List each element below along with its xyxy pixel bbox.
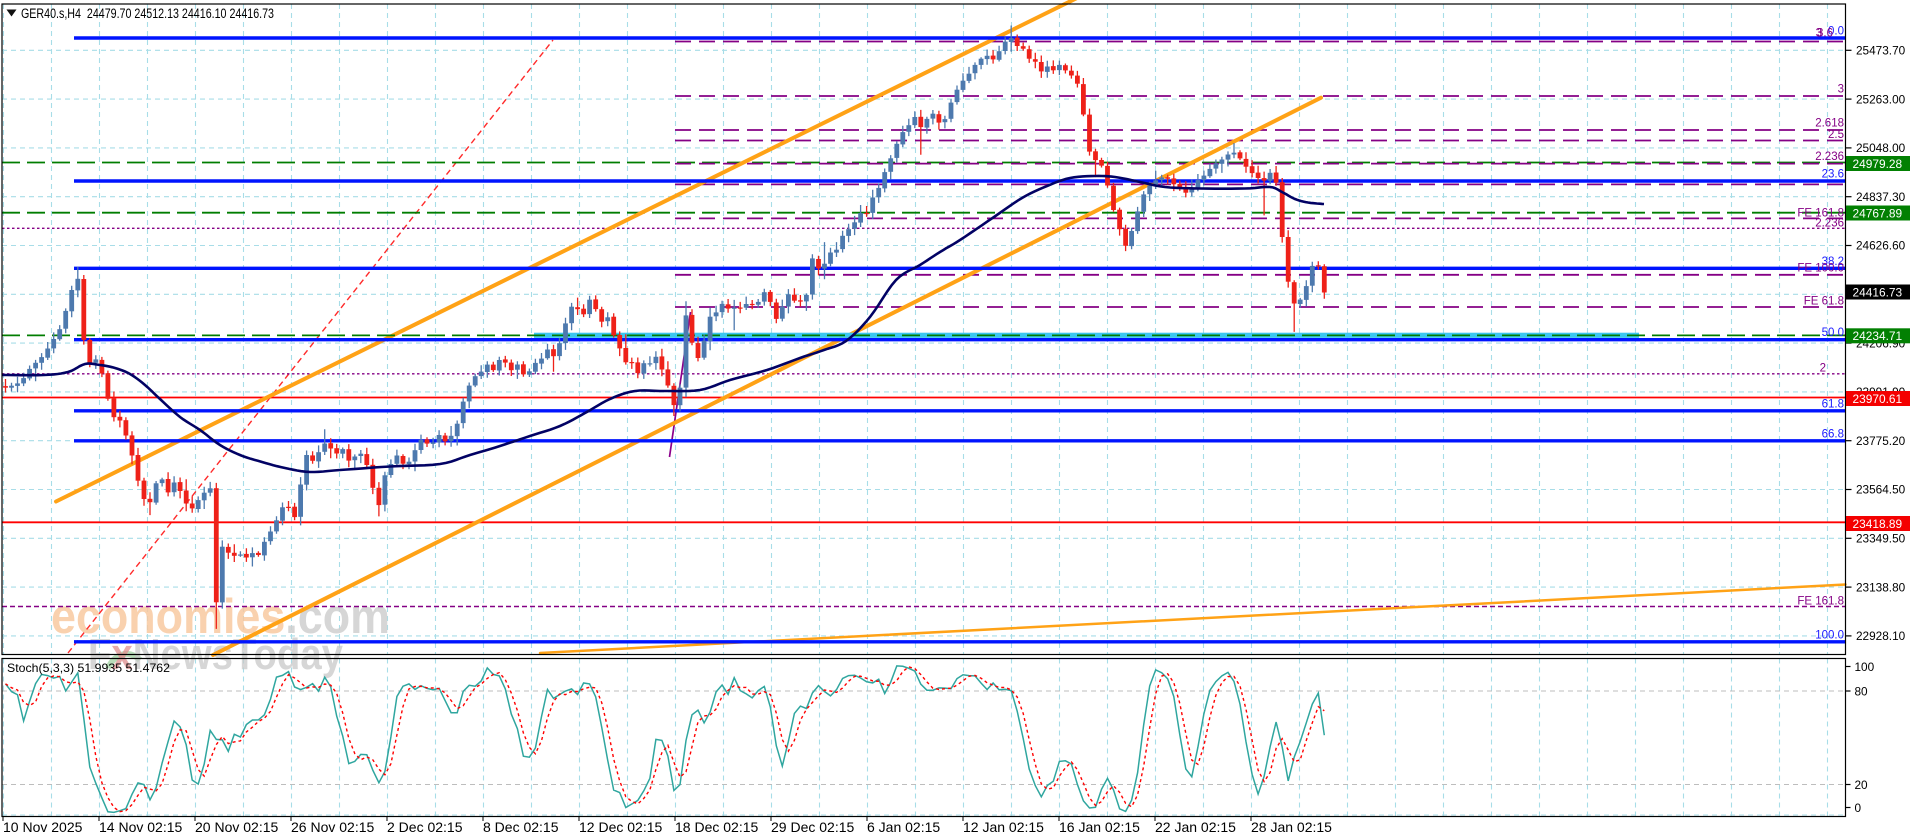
svg-text:23349.50: 23349.50 <box>1856 532 1906 546</box>
svg-text:100.0: 100.0 <box>1815 629 1844 641</box>
svg-text:38.2: 38.2 <box>1822 256 1844 268</box>
svg-text:FE 161.8: FE 161.8 <box>1797 208 1844 220</box>
svg-text:0: 0 <box>1855 801 1862 815</box>
svg-text:16 Jan 02:15: 16 Jan 02:15 <box>1059 819 1140 835</box>
svg-text:3: 3 <box>1816 28 1822 40</box>
svg-text:24837.30: 24837.30 <box>1856 190 1906 204</box>
svg-text:23564.50: 23564.50 <box>1856 483 1906 497</box>
svg-text:24767.89: 24767.89 <box>1853 206 1903 220</box>
svg-text:25263.00: 25263.00 <box>1856 92 1906 106</box>
svg-text:28 Jan 02:15: 28 Jan 02:15 <box>1251 819 1332 835</box>
svg-text:26 Nov 02:15: 26 Nov 02:15 <box>291 819 374 835</box>
svg-text:0.0: 0.0 <box>1828 26 1844 38</box>
svg-text:2.5: 2.5 <box>1828 129 1844 141</box>
svg-text:10 Nov 2025: 10 Nov 2025 <box>3 819 83 835</box>
svg-text:20 Nov 02:15: 20 Nov 02:15 <box>195 819 278 835</box>
svg-text:2.236: 2.236 <box>1815 151 1844 163</box>
svg-text:12 Jan 02:15: 12 Jan 02:15 <box>963 819 1044 835</box>
svg-text:100: 100 <box>1855 660 1875 674</box>
svg-text:20: 20 <box>1855 778 1869 792</box>
svg-text:25473.70: 25473.70 <box>1856 44 1906 58</box>
svg-text:80: 80 <box>1855 685 1869 699</box>
svg-text:FE 100.0: FE 100.0 <box>1797 263 1844 275</box>
svg-text:23970.61: 23970.61 <box>1853 392 1903 406</box>
svg-text:24234.71: 24234.71 <box>1853 329 1903 343</box>
svg-text:FE 61.8: FE 61.8 <box>1804 296 1844 308</box>
svg-text:24979.28: 24979.28 <box>1853 157 1903 171</box>
svg-text:2.236: 2.236 <box>1815 218 1844 230</box>
svg-text:FE 161.8: FE 161.8 <box>1797 596 1844 608</box>
svg-text:50.0: 50.0 <box>1822 327 1844 339</box>
svg-text:24626.60: 24626.60 <box>1856 239 1906 253</box>
svg-text:6 Jan 02:15: 6 Jan 02:15 <box>867 819 940 835</box>
svg-text:2.618: 2.618 <box>1815 118 1844 130</box>
svg-text:23775.20: 23775.20 <box>1856 434 1906 448</box>
svg-text:23.6: 23.6 <box>1822 169 1844 181</box>
svg-text:25048.00: 25048.00 <box>1856 141 1906 155</box>
svg-text:2: 2 <box>1820 363 1826 375</box>
svg-text:GER40.s,H4 24479.70 24512.13: GER40.s,H4 24479.70 24512.13 24416.10 24… <box>21 6 274 21</box>
svg-text:3: 3 <box>1838 84 1844 96</box>
svg-text:8 Dec 02:15: 8 Dec 02:15 <box>483 819 559 835</box>
svg-text:12 Dec 02:15: 12 Dec 02:15 <box>579 819 662 835</box>
svg-text:Stoch(5,3,3) 51.9935 51.4762: Stoch(5,3,3) 51.9935 51.4762 <box>7 661 170 675</box>
svg-text:29 Dec 02:15: 29 Dec 02:15 <box>771 819 854 835</box>
svg-text:14 Nov 02:15: 14 Nov 02:15 <box>99 819 182 835</box>
svg-text:24416.73: 24416.73 <box>1853 285 1903 299</box>
svg-text:22 Jan 02:15: 22 Jan 02:15 <box>1155 819 1236 835</box>
svg-text:23138.80: 23138.80 <box>1856 580 1906 594</box>
svg-text:3.6: 3.6 <box>1817 28 1833 40</box>
svg-text:18 Dec 02:15: 18 Dec 02:15 <box>675 819 758 835</box>
svg-text:66.8: 66.8 <box>1822 428 1844 440</box>
svg-text:2 Dec 02:15: 2 Dec 02:15 <box>387 819 463 835</box>
svg-text:61.8: 61.8 <box>1822 398 1844 410</box>
svg-text:23418.89: 23418.89 <box>1853 517 1903 531</box>
svg-text:22928.10: 22928.10 <box>1856 629 1906 643</box>
